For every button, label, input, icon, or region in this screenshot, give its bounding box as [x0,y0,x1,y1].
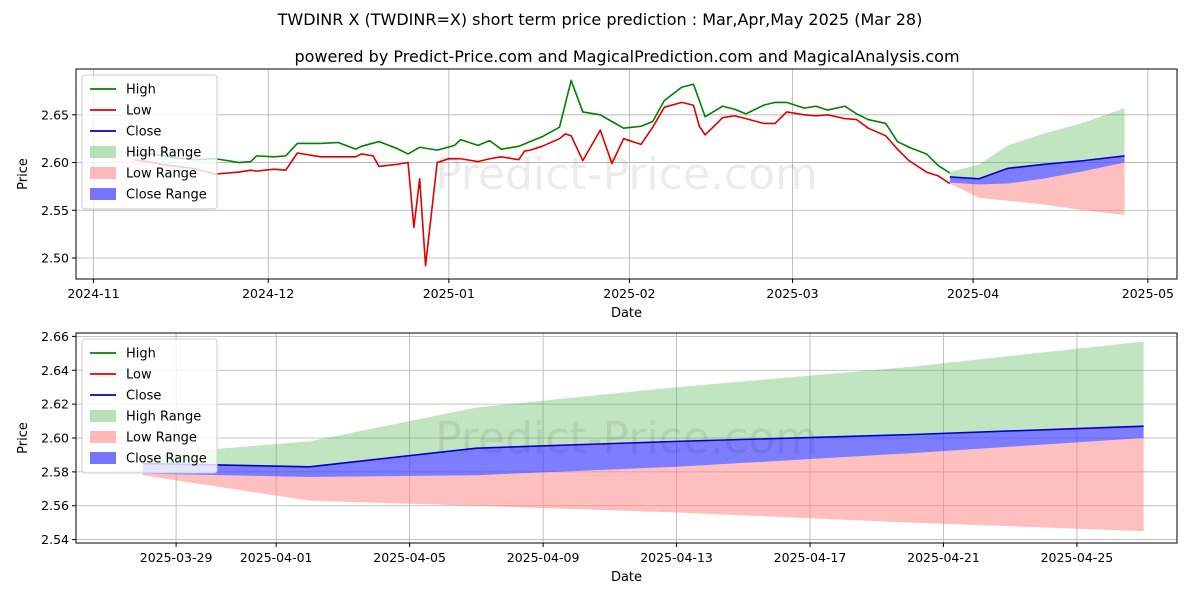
legend-label: Low Range [126,167,197,182]
x-tick-label: 2025-02 [603,286,655,301]
high-line [134,79,951,174]
x-tick-label: 2025-04-25 [1041,550,1114,565]
x-tick-label: 2025-04-21 [907,550,980,565]
x-tick-label: 2025-04 [947,286,999,301]
grid-lines [76,69,1177,279]
chart-title: TWDINR X (TWDINR=X) short term price pre… [277,10,923,29]
x-tick-label: 2025-01 [423,286,475,301]
y-tick-label: 2.56 [41,498,69,513]
legend-label: High Range [126,146,201,161]
legend-item-high: High [90,347,156,362]
x-axis-label: Date [611,570,642,585]
y-tick-label: 2.54 [41,532,69,547]
chart-subtitle: powered by Predict-Price.com and Magical… [294,47,959,66]
legend-item-low: Low [90,368,152,383]
legend-swatch-patch [90,410,116,422]
y-tick-label: 2.50 [41,251,69,266]
x-tick-label: 2024-11 [67,286,119,301]
legend-item-low: Low [90,104,152,119]
legend-item-low-range: Low Range [90,431,197,446]
y-axis-label: Price [16,158,31,190]
close-line [949,155,1125,180]
legend-label: Close [126,389,161,404]
legend-swatch-patch [90,146,116,158]
x-tick-label: 2025-04-05 [373,550,446,565]
x-tick-label: 2025-05 [1122,286,1174,301]
legend-label: Close Range [126,452,207,467]
legend-label: High [126,83,156,98]
legend-item-close-range: Close Range [90,452,207,467]
legend-item-high: High [90,83,156,98]
legend-label: Low [126,104,152,119]
watermark-text: Predict-Price.com [435,149,818,200]
close-range-area [949,155,1125,185]
legend-item-low-range: Low Range [90,167,197,182]
legend-item-close: Close [90,125,161,140]
low-range-area [949,162,1125,216]
close-range-area [142,426,1144,477]
y-tick-label: 2.60 [41,431,69,446]
legend-swatch-patch [90,431,116,443]
x-tick-label: 2025-04-13 [640,550,713,565]
x-tick-label: 2025-04-17 [774,550,847,565]
legend-label: High Range [126,410,201,425]
legend-label: Close Range [126,188,207,203]
y-tick-label: 2.65 [41,107,69,122]
legend-label: Low Range [126,431,197,446]
legend-swatch-patch [90,452,116,464]
low-range-area [142,438,1144,532]
legend-swatch-patch [90,188,116,200]
x-tick-label: 2025-04-09 [507,550,580,565]
y-tick-label: 2.66 [41,329,69,344]
legend-item-close: Close [90,389,161,404]
high-range-area [949,108,1125,179]
y-axis-label: Price [16,422,31,454]
legend-item-high-range: High Range [90,410,201,425]
y-axis: 2.54 2.56 2.58 2.60 2.62 2.64 2.66 Price [16,329,76,547]
x-tick-label: 2024-12 [242,286,294,301]
axes-frame [75,68,1178,280]
y-tick-label: 2.58 [41,464,69,479]
x-axis: 2025-03-29 2025-04-01 2025-04-05 2025-04-09… [140,543,1113,585]
y-tick-label: 2.64 [41,363,69,378]
y-tick-label: 2.55 [41,203,69,218]
watermark-text: Predict-Price.com [435,413,818,464]
legend-label: Close [126,125,161,140]
legend-label: High [126,347,156,362]
y-axis: 2.50 2.55 2.60 2.65 Price [16,107,76,266]
x-axis: 2024-11 2024-12 2025-01 2025-02 2025-03 2025-… [67,279,1174,321]
low-line [134,101,951,267]
legend: High Low Close High Range Low Range Close Ran… [81,74,218,210]
legend-item-high-range: High Range [90,146,201,161]
high-range-area [142,341,1144,467]
legend: High Low Close High Range Low Range Close Ran… [81,338,218,474]
y-tick-label: 2.60 [41,155,69,170]
x-axis-label: Date [611,306,642,321]
legend-label: Low [126,368,152,383]
x-tick-label: 2025-03 [766,286,818,301]
y-tick-label: 2.62 [41,397,69,412]
x-tick-label: 2025-03-29 [140,550,213,565]
legend-swatch-patch [90,167,116,179]
legend-item-close-range: Close Range [90,188,207,203]
x-tick-label: 2025-04-01 [240,550,313,565]
close-line [142,425,1144,468]
